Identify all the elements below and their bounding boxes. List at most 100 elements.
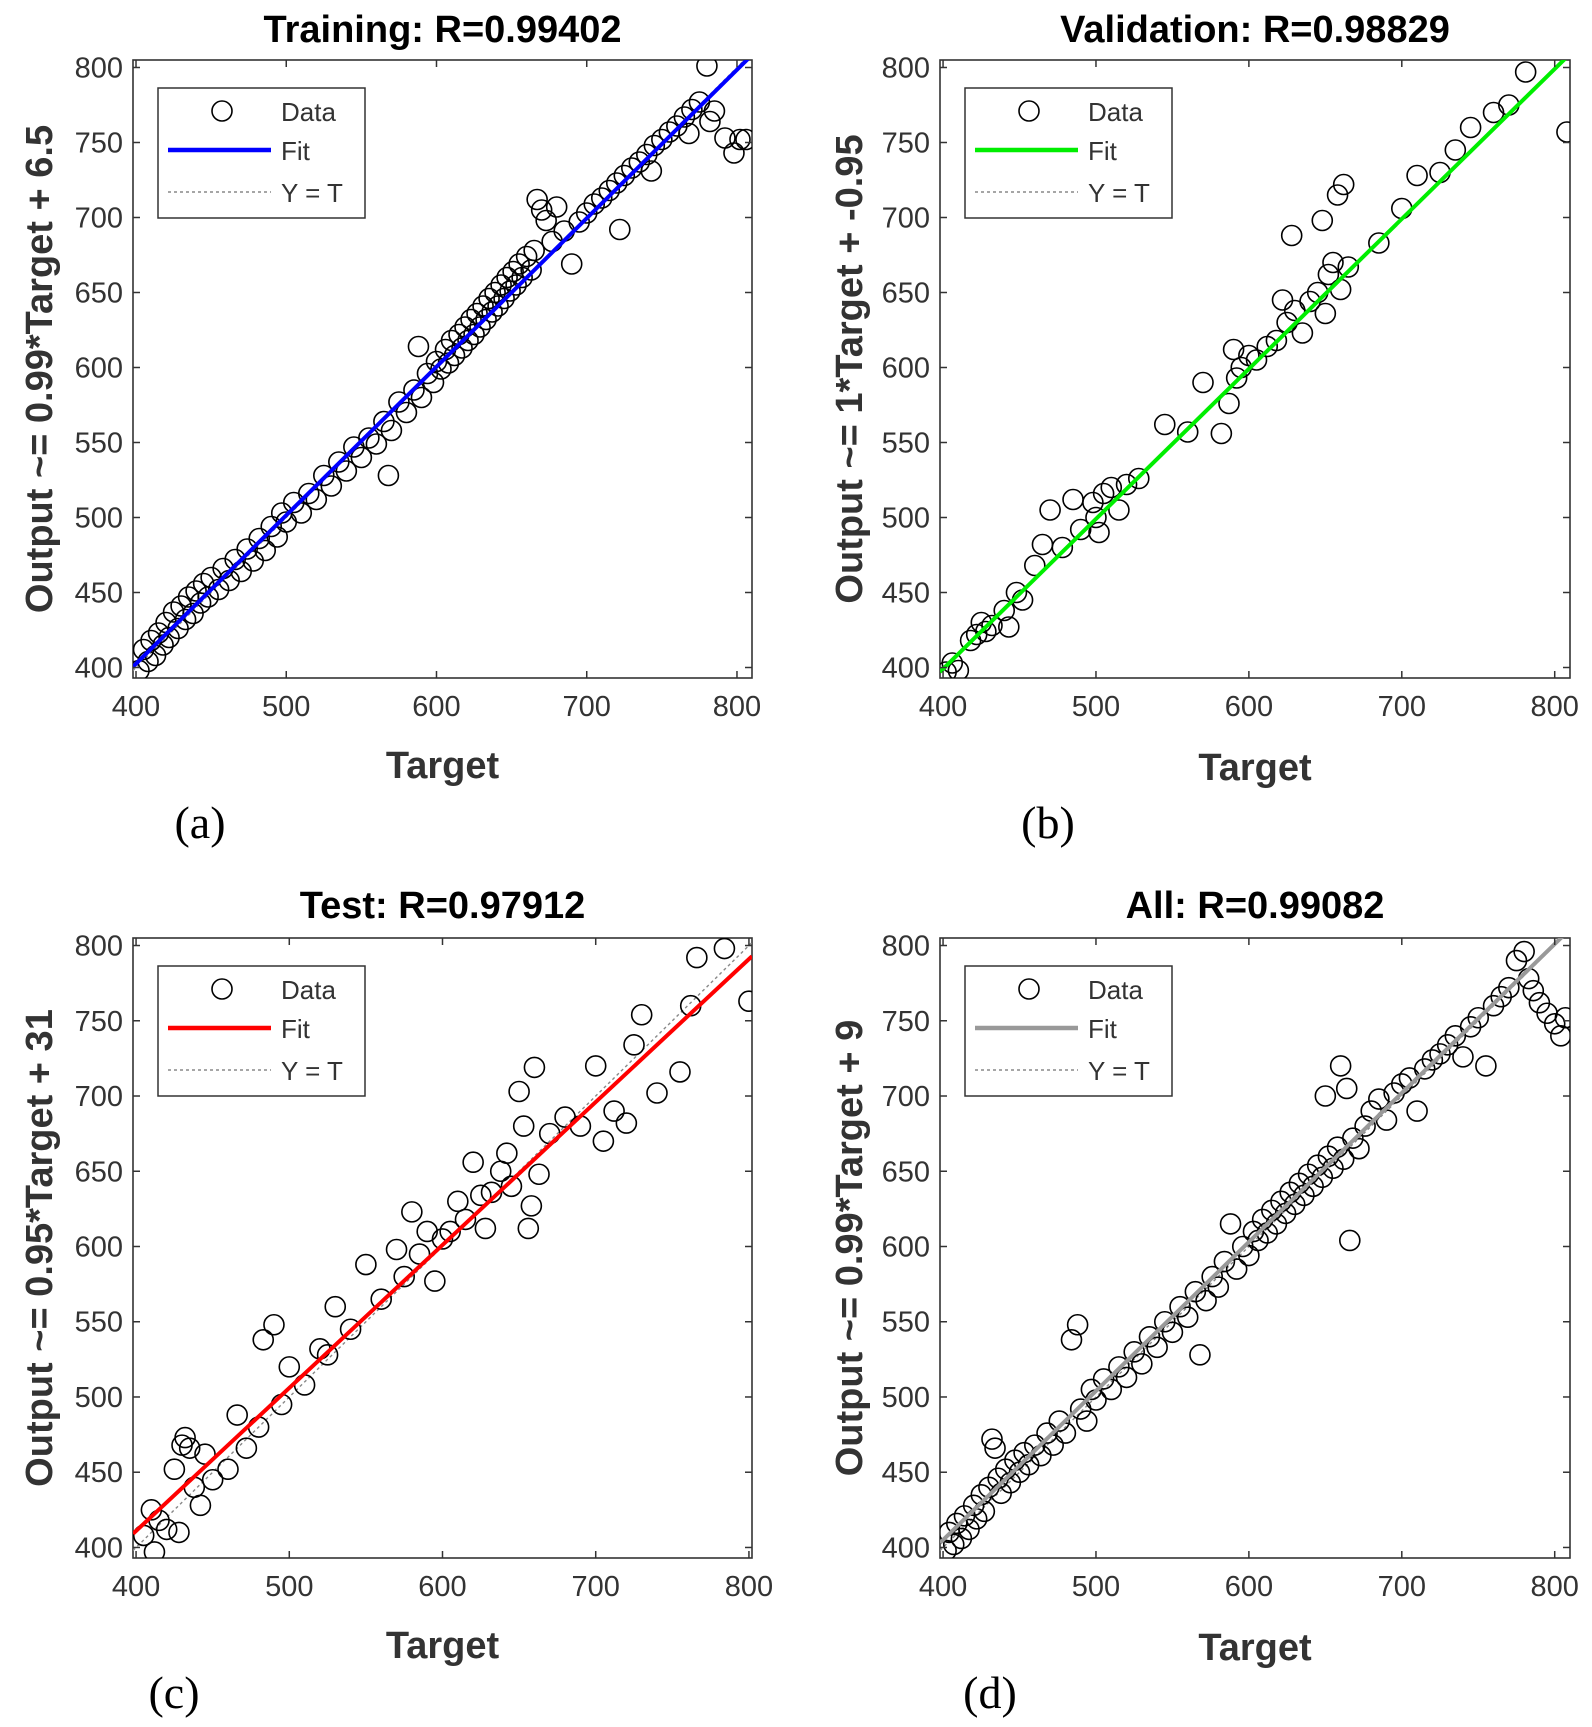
chart-a-ytick-label: 650: [75, 278, 123, 310]
chart-c-data-point: [168, 1521, 190, 1544]
chart-c-xlabel: Target: [386, 1625, 500, 1667]
chart-b-data-point: [1317, 263, 1340, 286]
chart-b-data-point: [1218, 392, 1240, 415]
chart-c-data-point: [470, 1184, 492, 1207]
chart-b-data-point: [1368, 232, 1390, 254]
chart-d-data-point: [1554, 1006, 1570, 1029]
chart-d-data-point: [1115, 1366, 1138, 1389]
chart-c-data-point: [252, 1328, 275, 1351]
chart-d-xtick-label: 700: [1378, 1571, 1426, 1603]
chart-a-data-point: [530, 199, 553, 221]
chart-d-ytick-label: 550: [882, 1307, 930, 1339]
chart-b-data-point: [1051, 536, 1074, 559]
chart-b-data-point: [981, 614, 1003, 637]
chart-b-legend-data-label: Data: [1088, 97, 1143, 127]
chart-a-data-point: [365, 433, 388, 455]
chart-d-data-point: [1467, 1006, 1490, 1029]
chart-a-legend-box: [157, 87, 366, 219]
chart-d-ytick-label: 400: [882, 1532, 930, 1564]
chart-d-xtick-label: 800: [1531, 1571, 1579, 1603]
chart-d-data-point: [1189, 1344, 1211, 1366]
chart-d-xtick-label: 400: [919, 1571, 967, 1603]
chart-b-data-point: [1085, 506, 1107, 529]
chart-d-ytick-label: 450: [882, 1457, 930, 1489]
chart-c-data-point: [738, 990, 752, 1013]
chart-b-panel-label: (b): [1021, 797, 1075, 848]
chart-b-data-point: [1176, 421, 1199, 443]
chart-a-data-point: [469, 316, 491, 338]
chart-d-data-point: [940, 1539, 957, 1558]
chart-a-data-point: [723, 142, 745, 164]
chart-c-data-point: [454, 1208, 477, 1231]
chart-d-data-point: [1195, 1289, 1217, 1312]
chart-a-ytick-label: 450: [75, 578, 123, 610]
chart-c-ytick-label: 650: [75, 1156, 123, 1188]
chart-d-data-point: [1543, 1012, 1566, 1035]
chart-c-data-point: [401, 1201, 423, 1223]
chart-a-data-point: [260, 515, 283, 538]
chart-b-ytick-label: 800: [882, 53, 930, 85]
chart-c-xtick-label: 700: [572, 1571, 620, 1603]
chart-c-data-point: [669, 1061, 691, 1083]
chart-b-data-point: [1024, 554, 1046, 577]
chart-c-data-point: [424, 1270, 446, 1292]
chart-c-legend-data-marker: [211, 978, 233, 1000]
chart-d-data-point: [942, 1533, 965, 1556]
chart-c-data-point: [508, 1080, 530, 1103]
chart-c-data-point: [646, 1082, 668, 1104]
chart-a-xtick-label: 600: [412, 691, 460, 723]
chart-c-data-point: [713, 938, 736, 960]
chart-b-data-point: [1192, 371, 1214, 394]
chart-d-data-point: [1225, 1258, 1248, 1280]
chart-d-legend-data-label: Data: [1088, 975, 1143, 1005]
chart-a-data-point: [703, 100, 726, 122]
chart-d-ytick-label: 700: [882, 1081, 930, 1113]
chart-d-data-point: [1335, 1077, 1358, 1100]
chart-a-data-point: [320, 475, 343, 497]
chart-c-data-point: [584, 1055, 607, 1077]
chart-d-data-point: [1048, 1410, 1071, 1432]
chart-c-xtick-label: 800: [725, 1571, 773, 1603]
chart-b-ytick-label: 650: [882, 278, 930, 310]
chart-c-xtick-label: 400: [112, 1571, 160, 1603]
chart-a-ylabel: Output ~= 0.99*Target + 6.5: [19, 125, 61, 613]
chart-a-data-point: [248, 527, 271, 550]
chart-d-data-point: [1207, 1276, 1230, 1298]
chart-c-data-point: [278, 1356, 301, 1378]
chart-a-data-point: [493, 287, 515, 310]
chart-d-data-point: [1406, 1100, 1428, 1122]
chart-a-title: Training: R=0.99402: [264, 9, 622, 51]
chart-d-data-point: [1060, 1328, 1083, 1351]
chart-b-data-point: [1210, 422, 1233, 445]
chart-d-ytick-label: 750: [882, 1006, 930, 1038]
chart-d-legend-fit-label: Fit: [1088, 1014, 1118, 1044]
chart-b-ytick-label: 500: [882, 503, 930, 535]
chart-a-data-point: [673, 106, 696, 128]
chart-b-data-point: [941, 652, 964, 674]
chart-b-data-point: [1482, 101, 1505, 124]
chart-a-data-point: [735, 128, 752, 151]
chart-c-data-point: [316, 1344, 339, 1366]
chart-a-data-point: [583, 193, 606, 215]
chart-a-xtick-label: 400: [112, 691, 160, 723]
chart-d-ytick-label: 800: [882, 931, 930, 963]
chart-b-data-point: [1311, 209, 1334, 232]
chart-c-data-point: [163, 1458, 186, 1481]
chart-d-ytick-label: 600: [882, 1231, 930, 1263]
chart-c-data-point: [339, 1318, 362, 1341]
chart-b-xtick-label: 800: [1531, 691, 1579, 723]
chart-a-xlabel: Target: [386, 745, 500, 787]
chart-d-ylabel: Output ~= 0.99*Target + 9: [829, 1020, 871, 1477]
chart-c-data-point: [393, 1265, 415, 1288]
chart-b-ylabel: Output ~= 1*Target + -0.95: [829, 134, 871, 603]
chart-b-data-point: [1314, 302, 1337, 325]
chart-a-legend: Data Fit Y = T: [157, 87, 366, 219]
chart-b-legend-fit-label: Fit: [1088, 136, 1118, 166]
chart-d-fit-line: [940, 938, 1564, 1545]
chart-d-data-point: [1452, 1046, 1474, 1068]
chart-a-data-point: [526, 188, 548, 211]
chart-d-data-point: [1354, 1115, 1376, 1137]
chart-d-data-point: [1348, 1137, 1370, 1160]
chart-a-data-point: [515, 245, 538, 268]
chart-a-data-point: [613, 164, 636, 187]
